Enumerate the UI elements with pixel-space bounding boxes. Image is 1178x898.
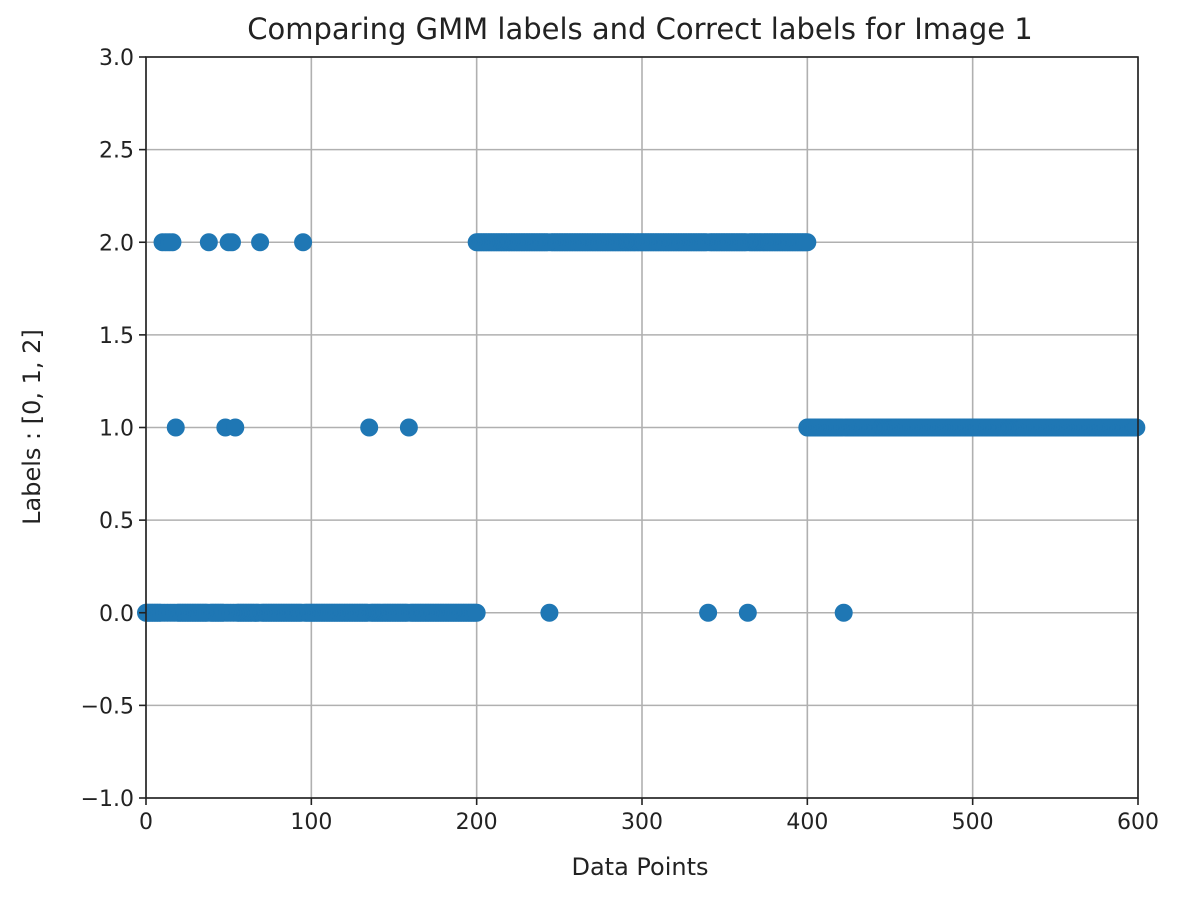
chart-title: Comparing GMM labels and Correct labels … — [247, 12, 1033, 46]
x-tick-label: 100 — [290, 810, 332, 835]
x-tick-label: 0 — [139, 810, 153, 835]
points-layer — [137, 233, 1146, 622]
data-point — [251, 233, 270, 252]
y-tick-label: −0.5 — [81, 694, 134, 719]
data-point — [399, 418, 418, 437]
y-tick-label: 2.0 — [99, 231, 134, 256]
x-tick-label: 200 — [456, 810, 498, 835]
data-point — [226, 418, 245, 437]
data-point — [699, 603, 718, 622]
y-axis-label: Labels : [0, 1, 2] — [18, 329, 46, 525]
x-tick-label: 400 — [786, 810, 828, 835]
y-tick-label: 2.5 — [99, 139, 134, 164]
x-tick-label: 500 — [952, 810, 994, 835]
ticks-layer: 0 100 200 300 400 500 600 −1.0 −0.5 0.0 0.5 1.0 1.5 2… — [81, 46, 1159, 835]
x-tick-label: 600 — [1117, 810, 1159, 835]
y-tick-label: 3.0 — [99, 46, 134, 71]
data-point — [222, 233, 241, 252]
data-point — [738, 603, 757, 622]
data-point — [199, 233, 218, 252]
data-point — [1127, 418, 1146, 437]
x-tick-label: 300 — [621, 810, 663, 835]
data-point — [166, 418, 185, 437]
data-point — [360, 418, 379, 437]
y-tick-label: −1.0 — [81, 787, 134, 812]
data-point — [294, 233, 313, 252]
data-point — [540, 603, 559, 622]
y-tick-label: 1.0 — [99, 417, 134, 442]
y-tick-label: 0.5 — [99, 509, 134, 534]
y-tick-label: 0.0 — [99, 602, 134, 627]
data-point — [834, 603, 853, 622]
x-axis-label: Data Points — [571, 853, 708, 881]
data-point — [798, 233, 817, 252]
y-tick-label: 1.5 — [99, 324, 134, 349]
data-point — [467, 603, 486, 622]
data-point — [163, 233, 182, 252]
